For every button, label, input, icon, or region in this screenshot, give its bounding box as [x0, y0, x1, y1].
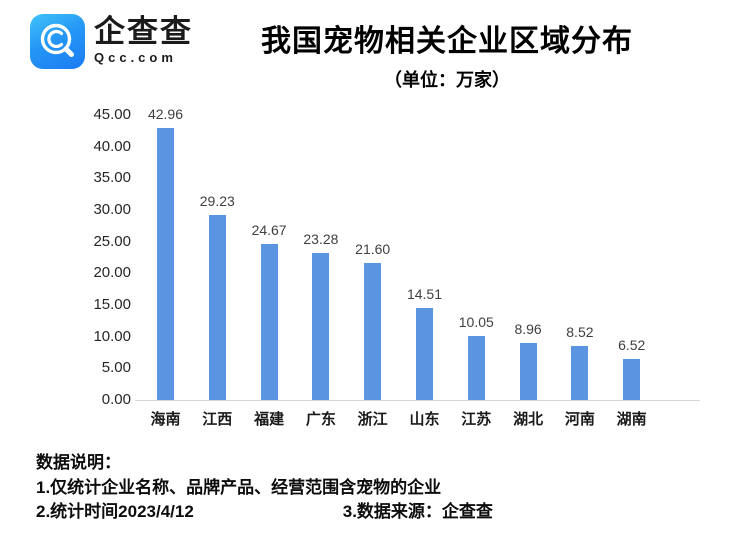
bar-广东	[312, 252, 330, 400]
bar-value-label: 14.51	[406, 286, 443, 303]
note-line-2: 2.统计时间2023/4/12 3.数据来源：企查查	[36, 500, 493, 525]
y-axis-tick-label: 35.00	[93, 169, 131, 187]
chart-title: 我国宠物相关企业区域分布	[261, 25, 633, 58]
y-axis-tick-label: 45.00	[93, 106, 131, 123]
bar-浙江	[364, 263, 382, 400]
chart-header: 我国宠物相关企业区域分布 （单位：万家）	[222, 16, 672, 92]
x-axis-line	[135, 400, 700, 401]
y-axis-tick-label: 5.00	[101, 359, 131, 377]
y-axis-tick-label: 40.00	[93, 137, 131, 155]
bar-value-label: 10.05	[458, 314, 494, 331]
y-axis-tick-label: 10.00	[93, 327, 131, 345]
x-axis-label-江苏: 江苏	[461, 411, 492, 428]
bar-value-label: 21.60	[355, 241, 391, 258]
x-axis-label-湖北: 湖北	[513, 411, 544, 428]
x-axis-label-海南: 海南	[150, 411, 181, 428]
y-axis-tick-label: 0.00	[101, 391, 131, 408]
bar-value-label: 6.52	[618, 336, 646, 353]
notes-title: 数据说明：	[36, 453, 121, 472]
brand-name: 企查查	[94, 14, 193, 49]
x-axis-label-浙江: 浙江	[357, 411, 388, 428]
bar-value-label: 42.96	[147, 105, 184, 122]
bar-value-label: 8.96	[514, 321, 542, 338]
x-axis-label-河南: 河南	[564, 411, 595, 428]
y-axis-tick-label: 15.00	[93, 296, 131, 313]
note-line-1: 1.仅统计企业名称、品牌产品、经营范围含宠物的企业	[36, 477, 442, 497]
bar-江苏	[467, 336, 485, 400]
bar-湖北	[519, 343, 537, 400]
x-axis-label-广东: 广东	[305, 411, 336, 428]
bar-chart: 0.00 5.00 10.00 15.00 20.00 25.00 30.00 35.00 40…	[55, 100, 725, 445]
bar-河南	[571, 346, 589, 400]
qcc-logo: 企查查 Qcc.com	[30, 14, 193, 69]
x-axis-label-福建: 福建	[254, 411, 285, 428]
bar-value-label: 24.67	[251, 221, 287, 238]
y-axis-tick-label: 20.00	[93, 264, 131, 282]
bar-福建	[260, 243, 278, 400]
bar-value-label: 8.52	[566, 324, 594, 341]
bar-value-label: 29.23	[199, 192, 235, 209]
bar-山东	[416, 308, 433, 400]
x-axis-label-湖南: 湖南	[616, 411, 647, 428]
bar-海南	[157, 127, 174, 400]
qcc-magnifier-icon	[30, 14, 85, 69]
x-axis-label-江西: 江西	[202, 411, 233, 428]
y-axis-tick-label: 25.00	[93, 232, 131, 250]
brand-domain: Qcc.com	[94, 50, 177, 65]
chart-subtitle: （单位：万家）	[384, 70, 510, 90]
note-data-source: 3.数据来源：企查查	[342, 502, 493, 521]
bar-湖南	[623, 358, 641, 400]
x-axis-label-山东: 山东	[409, 411, 440, 428]
bar-value-label: 23.28	[303, 230, 339, 247]
y-axis-tick-label: 30.00	[93, 201, 131, 218]
note-stat-date: 2.统计时间2023/4/12	[36, 502, 194, 521]
data-notes: 数据说明： 1.仅统计企业名称、品牌产品、经营范围含宠物的企业 2.统计时间20…	[36, 451, 493, 525]
logo-text: 企查查 Qcc.com	[94, 14, 193, 65]
bar-江西	[208, 214, 226, 400]
